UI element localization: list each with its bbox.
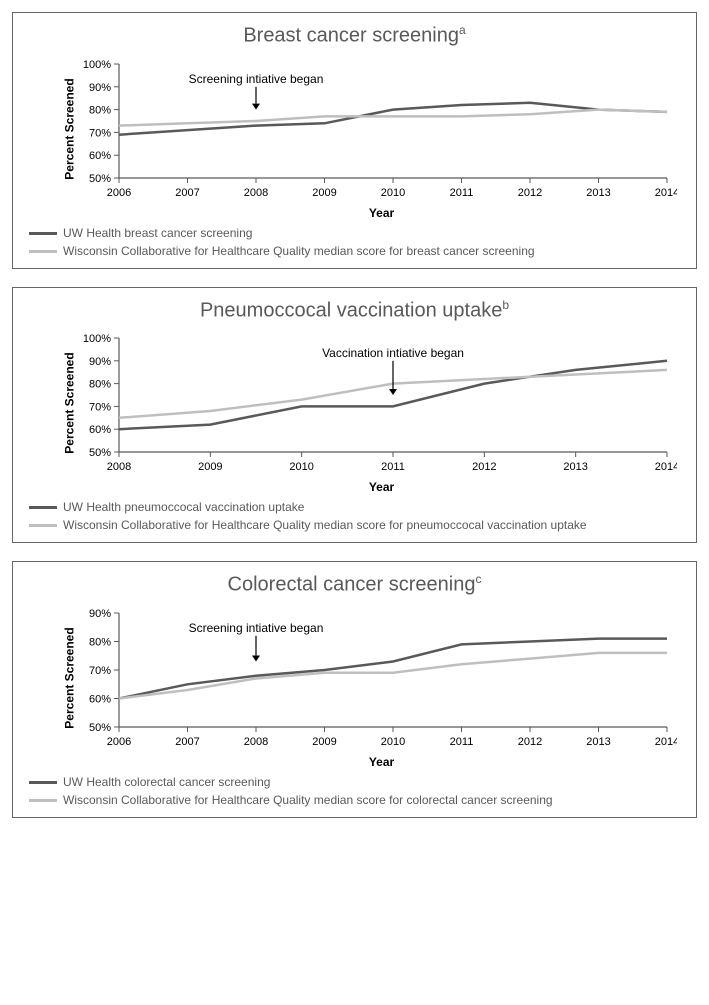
- x-tick-label: 2009: [312, 187, 336, 199]
- legend-label: Wisconsin Collaborative for Healthcare Q…: [63, 244, 686, 259]
- legend-swatch: [29, 781, 57, 784]
- y-tick-label: 70%: [89, 665, 111, 677]
- x-tick-label: 2010: [289, 461, 313, 473]
- y-tick-label: 100%: [83, 59, 111, 71]
- legend: UW Health pneumoccocal vaccination uptak…: [29, 500, 686, 533]
- y-tick-label: 100%: [83, 333, 111, 345]
- legend-label: Wisconsin Collaborative for Healthcare Q…: [63, 518, 686, 533]
- legend-item-0: UW Health breast cancer screening: [29, 226, 686, 241]
- x-tick-label: 2014: [655, 187, 677, 199]
- legend-item-0: UW Health colorectal cancer screening: [29, 775, 686, 790]
- chart-svg: 50% 60% 70% 80% 90% 100% 2006 2007 2008 2009 2010 2…: [77, 54, 677, 204]
- legend-item-1: Wisconsin Collaborative for Healthcare Q…: [29, 518, 686, 533]
- x-tick-label: 2006: [107, 736, 131, 748]
- y-tick-label: 60%: [89, 425, 111, 437]
- chart-title-text: Colorectal cancer screening: [228, 574, 476, 596]
- y-tick-label: 90%: [89, 81, 111, 93]
- annotation-text: Screening intiative began: [189, 71, 324, 85]
- legend-swatch: [29, 250, 57, 253]
- annotation-arrow-head: [389, 389, 397, 395]
- x-tick-label: 2010: [381, 736, 405, 748]
- annotation-arrow-head: [252, 655, 260, 661]
- chart-panel-breast: Breast cancer screeninga Percent Screened…: [12, 12, 697, 269]
- y-tick-label: 50%: [89, 173, 111, 185]
- legend-label: Wisconsin Collaborative for Healthcare Q…: [63, 793, 686, 808]
- chart-svg: 50% 60% 70% 80% 90% 100% 2008 2009 2010 2011 2012 2…: [77, 328, 677, 478]
- x-tick-label: 2008: [244, 736, 268, 748]
- x-tick-label: 2010: [381, 187, 405, 199]
- y-tick-label: 60%: [89, 150, 111, 162]
- x-tick-label: 2011: [381, 461, 405, 473]
- x-tick-label: 2014: [655, 736, 677, 748]
- chart-area: Percent Screened 50% 60% 70% 80% 90% 100% 2008 2…: [23, 328, 686, 478]
- legend-swatch: [29, 232, 57, 235]
- y-tick-label: 80%: [89, 379, 111, 391]
- chart-panel-pneumo: Pneumoccocal vaccination uptakeb Percent …: [12, 287, 697, 544]
- x-tick-label: 2011: [450, 736, 474, 748]
- series-line-0: [119, 102, 667, 134]
- y-axis-label: Percent Screened: [63, 353, 77, 454]
- x-tick-label: 2013: [586, 736, 610, 748]
- legend-swatch: [29, 799, 57, 802]
- x-tick-label: 2008: [244, 187, 268, 199]
- legend-item-0: UW Health pneumoccocal vaccination uptak…: [29, 500, 686, 515]
- series-line-0: [119, 639, 667, 699]
- chart-title-sup: a: [459, 23, 466, 37]
- x-tick-label: 2013: [586, 187, 610, 199]
- chart-title: Pneumoccocal vaccination uptakeb: [23, 298, 686, 323]
- x-axis-label: Year: [77, 480, 686, 494]
- x-tick-label: 2011: [450, 187, 474, 199]
- chart-area: Percent Screened 50% 60% 70% 80% 90% 2006 2007 2…: [23, 603, 686, 753]
- series-line-1: [119, 653, 667, 699]
- x-tick-label: 2007: [175, 187, 199, 199]
- legend-item-1: Wisconsin Collaborative for Healthcare Q…: [29, 793, 686, 808]
- legend-swatch: [29, 524, 57, 527]
- chart-title-sup: b: [502, 298, 509, 312]
- annotation-arrow-head: [252, 103, 260, 109]
- legend-label: UW Health colorectal cancer screening: [63, 775, 686, 790]
- x-axis-label: Year: [77, 206, 686, 220]
- legend-label: UW Health breast cancer screening: [63, 226, 686, 241]
- x-tick-label: 2014: [655, 461, 677, 473]
- y-tick-label: 50%: [89, 722, 111, 734]
- legend: UW Health colorectal cancer screening Wis…: [29, 775, 686, 808]
- chart-title: Colorectal cancer screeningc: [23, 572, 686, 597]
- legend-label: UW Health pneumoccocal vaccination uptak…: [63, 500, 686, 515]
- chart-title: Breast cancer screeninga: [23, 23, 686, 48]
- x-tick-label: 2009: [312, 736, 336, 748]
- chart-title-sup: c: [475, 572, 481, 586]
- x-tick-label: 2012: [518, 187, 542, 199]
- chart-title-text: Pneumoccocal vaccination uptake: [200, 299, 502, 321]
- y-tick-label: 90%: [89, 356, 111, 368]
- y-tick-label: 70%: [89, 127, 111, 139]
- y-axis-label: Percent Screened: [63, 78, 77, 179]
- annotation-text: Vaccination intiative began: [322, 346, 464, 360]
- legend-swatch: [29, 506, 57, 509]
- legend: UW Health breast cancer screening Wiscons…: [29, 226, 686, 259]
- series-line-1: [119, 109, 667, 125]
- x-tick-label: 2008: [107, 461, 131, 473]
- y-tick-label: 70%: [89, 402, 111, 414]
- y-axis-label: Percent Screened: [63, 627, 77, 728]
- annotation-text: Screening intiative began: [189, 621, 324, 635]
- chart-svg: 50% 60% 70% 80% 90% 2006 2007 2008 2009 2010 2011 2…: [77, 603, 677, 753]
- y-tick-label: 80%: [89, 636, 111, 648]
- x-tick-label: 2006: [107, 187, 131, 199]
- chart-title-text: Breast cancer screening: [243, 25, 459, 47]
- y-tick-label: 60%: [89, 693, 111, 705]
- x-axis-label: Year: [77, 755, 686, 769]
- legend-item-1: Wisconsin Collaborative for Healthcare Q…: [29, 244, 686, 259]
- y-tick-label: 80%: [89, 104, 111, 116]
- x-tick-label: 2012: [518, 736, 542, 748]
- chart-area: Percent Screened 50% 60% 70% 80% 90% 100% 2006 2…: [23, 54, 686, 204]
- x-tick-label: 2009: [198, 461, 222, 473]
- x-tick-label: 2012: [472, 461, 496, 473]
- x-tick-label: 2007: [175, 736, 199, 748]
- y-tick-label: 90%: [89, 608, 111, 620]
- x-tick-label: 2013: [563, 461, 587, 473]
- y-tick-label: 50%: [89, 447, 111, 459]
- chart-panel-colorectal: Colorectal cancer screeningc Percent Scre…: [12, 561, 697, 818]
